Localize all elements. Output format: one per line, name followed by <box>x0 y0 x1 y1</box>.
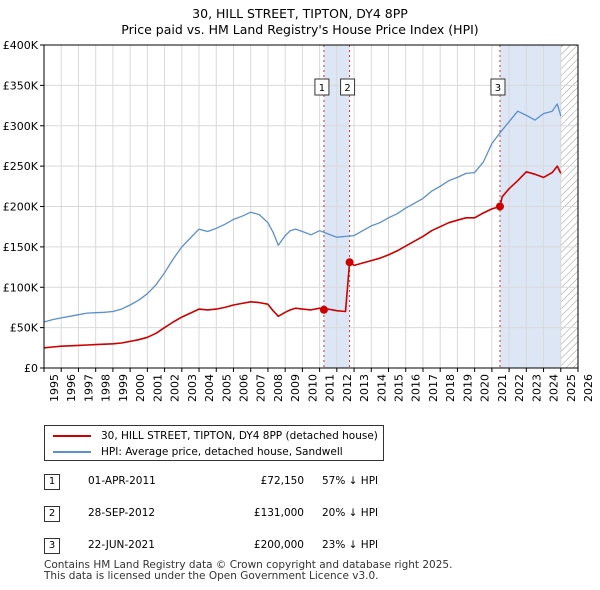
sale-date: 22-JUN-2021 <box>88 539 155 551</box>
y-tick-label: £300K <box>3 120 39 133</box>
x-tick-label: 1996 <box>65 374 78 402</box>
sale-label-box: 2 <box>340 78 356 96</box>
x-tick-label: 2021 <box>496 374 509 402</box>
sale-row: 1 01-APR-2011 £72,150 57% ↓ HPI <box>44 474 444 490</box>
sale-label-number: 2 <box>344 83 350 94</box>
x-tick-label: 2017 <box>427 374 440 402</box>
x-tick-label: 2019 <box>461 374 474 402</box>
footer-licence: This data is licensed under the Open Gov… <box>44 570 379 582</box>
sale-number-badge: 3 <box>44 538 60 554</box>
sale-date: 01-APR-2011 <box>88 475 156 487</box>
x-tick-label: 2023 <box>530 374 543 402</box>
sale-number-badge: 2 <box>44 506 60 522</box>
x-tick-label: 2013 <box>358 374 371 402</box>
sale-price: £131,000 <box>253 507 304 519</box>
legend-item-property: 30, HILL STREET, TIPTON, DY4 8PP (detach… <box>53 428 378 444</box>
sale-label-box-frame <box>340 78 356 96</box>
y-tick-label: £250K <box>3 160 39 173</box>
x-tick-label: 2010 <box>306 374 319 402</box>
x-tick-label: 1998 <box>100 374 113 402</box>
footer: Contains HM Land Registry data © Crown c… <box>44 560 452 582</box>
chart-subtitle: Price paid vs. HM Land Registry's House … <box>121 22 479 37</box>
axes: £0 £50K £100K £150K £200K £250K £300K £350K £400… <box>3 39 595 402</box>
x-tick-label: 2022 <box>513 374 526 402</box>
legend: 30, HILL STREET, TIPTON, DY4 8PP (detach… <box>44 425 384 461</box>
x-tick-label: 2002 <box>169 374 182 402</box>
legend-swatch-hpi <box>53 451 91 453</box>
sale-row: 2 28-SEP-2012 £131,000 20% ↓ HPI <box>44 506 444 522</box>
price-chart: 1 2 3 £0 £50K £100K £150K £200K £250K £300K £350K… <box>3 39 595 402</box>
x-tick-label: 2007 <box>255 374 268 402</box>
x-tick-label: 2005 <box>220 374 233 402</box>
x-tick-label: 2018 <box>444 374 457 402</box>
legend-label-property: 30, HILL STREET, TIPTON, DY4 8PP (detach… <box>101 430 378 442</box>
x-tick-label: 2000 <box>134 374 147 402</box>
x-tick-label: 2006 <box>237 374 250 402</box>
sale-price: £200,000 <box>253 539 304 551</box>
series-lines <box>43 103 562 349</box>
y-tick-label: £350K <box>3 79 39 92</box>
x-tick-label: 2024 <box>548 374 561 402</box>
x-tick-label: 1999 <box>117 374 130 402</box>
sale-markers <box>319 202 504 314</box>
sale-price: £72,150 <box>260 475 304 487</box>
x-tick-label: 2014 <box>375 374 388 402</box>
x-tick-label: 2020 <box>479 374 492 402</box>
x-tick-label: 1995 <box>48 374 61 402</box>
y-tick-label: £400K <box>3 39 39 52</box>
y-tick-label: £100K <box>3 281 39 294</box>
sale-hpi-relation: 23% ↓ HPI <box>322 539 379 551</box>
sale-row: 3 22-JUN-2021 £200,000 23% ↓ HPI <box>44 538 444 554</box>
sale-label-number: 3 <box>495 83 501 94</box>
sale-point-marker <box>495 202 504 211</box>
legend-swatch-property <box>53 435 91 437</box>
x-tick-label: 2016 <box>410 374 423 402</box>
x-tick-label: 2012 <box>341 374 354 402</box>
legend-label-hpi: HPI: Average price, detached house, Sand… <box>101 446 343 458</box>
hpi-series-line <box>43 103 562 323</box>
x-tick-label: 2001 <box>151 374 164 402</box>
x-tick-label: 2015 <box>393 374 406 402</box>
x-tick-label: 2008 <box>272 374 285 402</box>
sale-label-box: 3 <box>490 78 506 96</box>
property-series-line <box>43 165 562 349</box>
y-tick-label: £0 <box>24 362 38 375</box>
x-tick-label: 2009 <box>289 374 302 402</box>
sale-label-number: 1 <box>319 83 325 94</box>
sale-hpi-relation: 57% ↓ HPI <box>322 475 379 487</box>
footer-copyright: Contains HM Land Registry data © Crown c… <box>44 559 453 571</box>
sale-label-box-frame <box>490 78 506 96</box>
x-tick-label: 2025 <box>565 374 578 402</box>
y-tick-label: £50K <box>10 322 39 335</box>
sale-hpi-relation: 20% ↓ HPI <box>322 507 379 519</box>
x-tick-label: 2004 <box>203 374 216 402</box>
sale-point-marker <box>345 258 354 267</box>
x-tick-label: 2003 <box>186 374 199 402</box>
sale-number-badge: 1 <box>44 474 60 490</box>
sale-label-box-frame <box>314 78 330 96</box>
sale-point-marker <box>319 305 328 314</box>
x-tick-label: 2011 <box>324 374 337 402</box>
chart-title: 30, HILL STREET, TIPTON, DY4 8PP <box>192 6 408 21</box>
y-tick-label: £150K <box>3 241 39 254</box>
sale-date: 28-SEP-2012 <box>88 507 156 519</box>
legend-item-hpi: HPI: Average price, detached house, Sand… <box>53 444 343 460</box>
x-tick-label: 1997 <box>82 374 95 402</box>
sale-label-box: 1 <box>314 78 330 96</box>
x-tick-label: 2026 <box>582 374 595 402</box>
y-tick-label: £200K <box>3 201 39 214</box>
